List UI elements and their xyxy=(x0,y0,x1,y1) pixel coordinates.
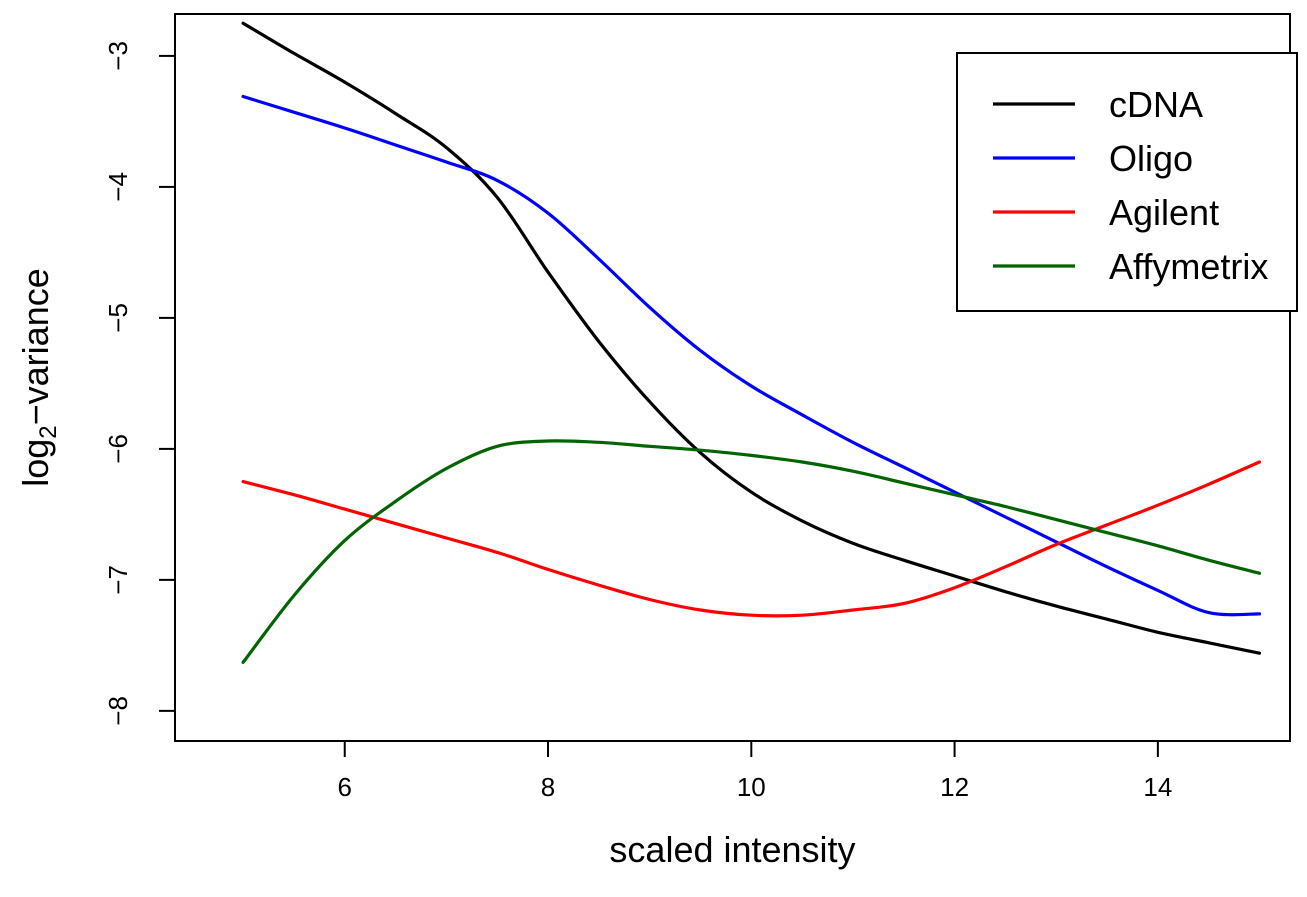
x-tick-label: 6 xyxy=(338,772,352,802)
y-tick-label: −5 xyxy=(103,303,133,333)
legend-label-oligo: Oligo xyxy=(1109,138,1193,179)
legend-label-cdna: cDNA xyxy=(1109,84,1203,125)
plot-border xyxy=(174,13,1291,742)
series-line-oligo xyxy=(241,94,1262,617)
x-axis: 6 8 10 12 14 xyxy=(338,741,1172,802)
y-tick-label: −8 xyxy=(103,696,133,726)
y-tick-label: −7 xyxy=(103,565,133,595)
y-tick-label: −4 xyxy=(103,172,133,202)
y-axis-title-prefix: log xyxy=(15,439,56,487)
x-tick-label: 12 xyxy=(940,772,969,802)
x-tick-label: 14 xyxy=(1143,772,1172,802)
y-tick-label: −6 xyxy=(103,434,133,464)
legend: cDNA Oligo Agilent Affymetrix xyxy=(956,52,1298,312)
plot-frame xyxy=(174,13,1291,742)
x-axis-title: scaled intensity xyxy=(609,829,855,870)
series-line-agilent xyxy=(241,460,1262,618)
series-line-affymetrix xyxy=(241,439,1262,664)
y-axis: −8 −7 −6 −5 −4 −3 xyxy=(103,41,175,726)
y-axis-title: log2−variance xyxy=(15,268,62,487)
legend-label-agilent: Agilent xyxy=(1109,192,1219,233)
series-line-cdna xyxy=(241,21,1262,655)
legend-box xyxy=(956,52,1298,312)
series-lines xyxy=(241,21,1262,664)
y-axis-title-subscript: 2 xyxy=(35,425,62,438)
x-tick-label: 10 xyxy=(737,772,766,802)
x-tick-label: 8 xyxy=(541,772,555,802)
legend-label-affymetrix: Affymetrix xyxy=(1109,246,1268,287)
y-axis-title-suffix: −variance xyxy=(15,268,56,425)
y-tick-label: −3 xyxy=(103,41,133,71)
